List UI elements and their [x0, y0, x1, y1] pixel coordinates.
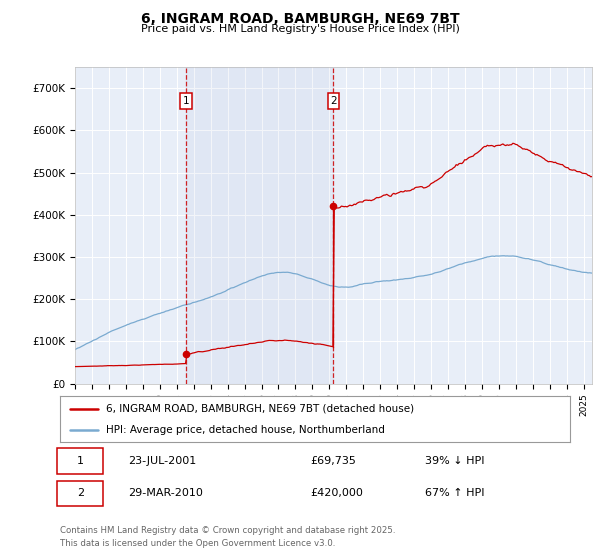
Text: 6, INGRAM ROAD, BAMBURGH, NE69 7BT (detached house): 6, INGRAM ROAD, BAMBURGH, NE69 7BT (deta…: [106, 404, 414, 414]
Text: £420,000: £420,000: [311, 488, 364, 498]
Text: 29-MAR-2010: 29-MAR-2010: [128, 488, 203, 498]
Text: 2: 2: [330, 96, 337, 106]
Text: £69,735: £69,735: [311, 456, 356, 466]
Text: 1: 1: [183, 96, 190, 106]
Text: 1: 1: [77, 456, 84, 466]
FancyBboxPatch shape: [58, 448, 103, 474]
Text: HPI: Average price, detached house, Northumberland: HPI: Average price, detached house, Nort…: [106, 425, 385, 435]
Text: 67% ↑ HPI: 67% ↑ HPI: [425, 488, 485, 498]
Text: Price paid vs. HM Land Registry's House Price Index (HPI): Price paid vs. HM Land Registry's House …: [140, 24, 460, 34]
Text: 39% ↓ HPI: 39% ↓ HPI: [425, 456, 485, 466]
Text: 6, INGRAM ROAD, BAMBURGH, NE69 7BT: 6, INGRAM ROAD, BAMBURGH, NE69 7BT: [140, 12, 460, 26]
Text: 23-JUL-2001: 23-JUL-2001: [128, 456, 196, 466]
Text: 2: 2: [77, 488, 84, 498]
Text: Contains HM Land Registry data © Crown copyright and database right 2025.: Contains HM Land Registry data © Crown c…: [60, 526, 395, 535]
FancyBboxPatch shape: [58, 480, 103, 506]
Text: This data is licensed under the Open Government Licence v3.0.: This data is licensed under the Open Gov…: [60, 539, 335, 548]
Bar: [186, 67, 334, 384]
